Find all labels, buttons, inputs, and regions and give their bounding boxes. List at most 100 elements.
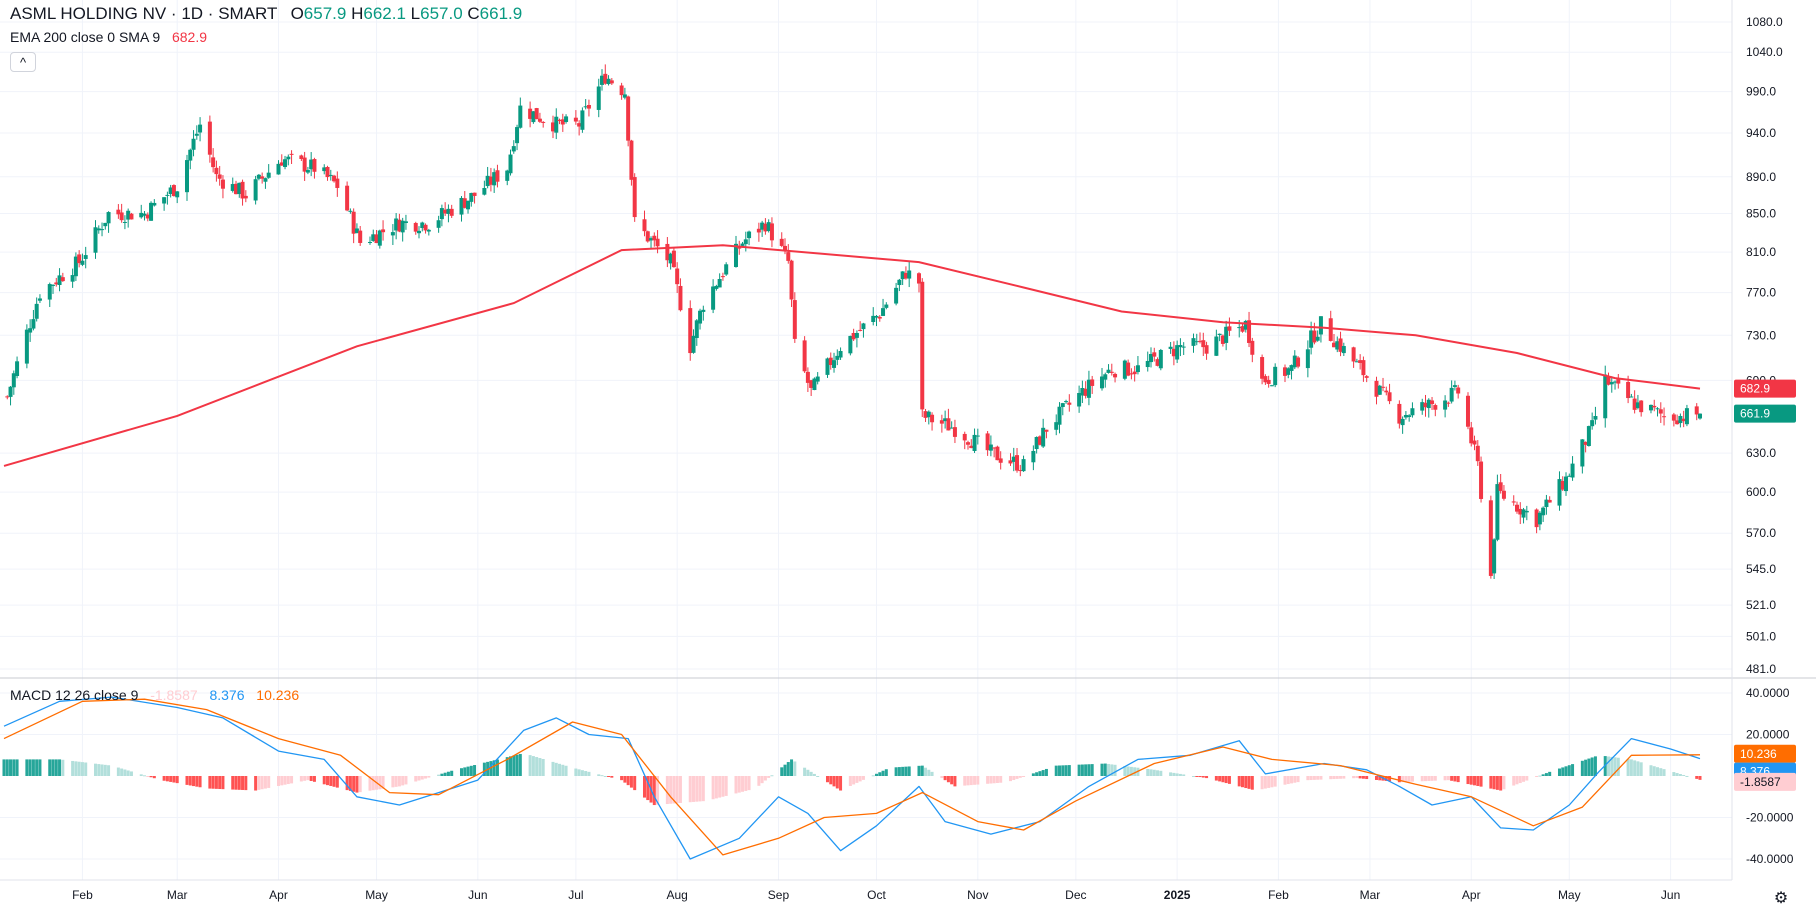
candle-body: [531, 111, 536, 123]
macd-histogram-bar: [459, 768, 463, 776]
macd-histogram-bar: [999, 776, 1003, 783]
macd-histogram-bar: [920, 765, 924, 776]
macd-histogram-bar: [417, 776, 421, 781]
candle-body: [1465, 395, 1470, 427]
candle-body: [1090, 379, 1095, 386]
macd-histogram-bar: [495, 759, 499, 776]
macd-histogram-bar: [652, 776, 656, 806]
candle-body: [1132, 371, 1137, 375]
candle-body: [518, 105, 523, 128]
macd-histogram-bar: [381, 776, 385, 789]
macd-histogram-bar: [535, 757, 539, 776]
indicator-legend[interactable]: EMA 200 close 0 SMA 9 682.9: [10, 29, 207, 45]
candle-body: [838, 351, 843, 358]
candle-body: [583, 106, 588, 108]
macd-histogram-bar: [711, 776, 715, 800]
macd-histogram-bar: [1374, 776, 1378, 780]
macd-tick-label: -40.0000: [1746, 852, 1794, 866]
candle-body: [743, 239, 748, 245]
macd-histogram-bar: [61, 759, 65, 776]
macd-histogram-bar: [1178, 773, 1182, 776]
macd-indicator-name[interactable]: MACD 12 26 close 9: [10, 687, 139, 703]
candle-body: [1590, 420, 1595, 427]
candle-body: [1698, 413, 1702, 419]
macd-histogram-bar: [1616, 757, 1620, 776]
macd-histogram-bar: [103, 764, 107, 776]
macd-histogram-bar: [165, 776, 169, 782]
macd-histogram-bar: [1169, 772, 1173, 776]
time-tick-label: Feb: [72, 888, 93, 902]
macd-legend[interactable]: MACD 12 26 close 9 -1.8587 8.376 10.236: [10, 687, 299, 703]
macd-histogram-bar: [427, 776, 431, 778]
candle-body: [802, 340, 807, 372]
interval-label[interactable]: 1D: [181, 4, 204, 23]
candle-body: [577, 123, 582, 127]
indicator-name[interactable]: EMA 200 close 0 SMA 9: [10, 29, 161, 45]
candle-body: [93, 227, 98, 253]
candle-body: [73, 256, 78, 277]
macd-histogram-bar: [741, 776, 745, 792]
macd-histogram-bar: [1456, 776, 1460, 783]
candle-body: [1456, 387, 1461, 394]
price-tick-label: 545.0: [1746, 562, 1776, 576]
candle-body: [550, 122, 555, 132]
macd-histogram-bar: [620, 776, 624, 781]
candle-body: [1694, 406, 1699, 415]
candle-body: [253, 179, 258, 201]
candle-body: [116, 209, 121, 215]
macd-histogram-bar: [1695, 776, 1699, 779]
collapse-legend-button[interactable]: ^: [10, 52, 36, 72]
candle-body: [930, 414, 935, 423]
candle-body: [377, 230, 382, 246]
macd-histogram-bar: [263, 776, 267, 789]
macd-histogram-bar: [394, 776, 398, 787]
low-label: L: [410, 4, 421, 23]
macd-histogram-bar: [678, 776, 682, 803]
candle-body: [1335, 341, 1340, 350]
candle-body: [675, 268, 680, 285]
ema-price-tag: [1734, 379, 1796, 398]
macd-histogram-bar: [1476, 776, 1480, 786]
candle-body: [877, 316, 882, 319]
time-tick-label: 2025: [1164, 888, 1191, 902]
macd-histogram-bar: [917, 765, 921, 776]
candle-body: [103, 222, 108, 227]
time-tick-label: Apr: [1462, 888, 1481, 902]
candle-body: [335, 178, 340, 188]
macd-histogram-bar: [790, 759, 794, 776]
macd-hist-tag-label: -1.8587: [1740, 775, 1781, 789]
candle-body: [1488, 500, 1493, 576]
candle-body: [1309, 330, 1314, 348]
macd-histogram-bar: [116, 767, 120, 776]
candle-body: [1273, 366, 1278, 386]
macd-histogram-bar: [812, 773, 816, 776]
macd-histogram-bar: [767, 776, 771, 778]
macd-histogram-bar: [1035, 772, 1039, 776]
candle-body: [1217, 333, 1222, 336]
macd-histogram-bar: [1342, 776, 1346, 779]
candle-body: [586, 104, 591, 109]
candle-body: [1518, 508, 1523, 515]
gear-icon[interactable]: ⚙: [1773, 890, 1789, 907]
candle-body: [1384, 390, 1389, 393]
candle-body: [1021, 459, 1026, 472]
candle-body: [485, 175, 490, 187]
macd-histogram-bar: [855, 776, 859, 783]
macd-histogram-bar: [162, 776, 166, 781]
price-tick-label: 890.0: [1746, 170, 1776, 184]
macd-histogram-bar: [538, 758, 542, 776]
macd-histogram-bar: [783, 764, 787, 776]
macd-histogram-bar: [1126, 766, 1130, 776]
macd-histogram-bar: [35, 759, 39, 776]
symbol-name[interactable]: ASML HOLDING NV: [10, 4, 167, 23]
macd-histogram-bar: [1538, 775, 1542, 777]
macd-histogram-bar: [378, 776, 382, 790]
candle-body: [619, 85, 624, 96]
candle-body: [642, 219, 647, 232]
macd-histogram-bar: [551, 761, 555, 776]
candle-body: [1214, 336, 1219, 356]
candle-body: [1629, 396, 1634, 398]
candle-body: [923, 411, 928, 418]
candle-body: [325, 166, 330, 178]
